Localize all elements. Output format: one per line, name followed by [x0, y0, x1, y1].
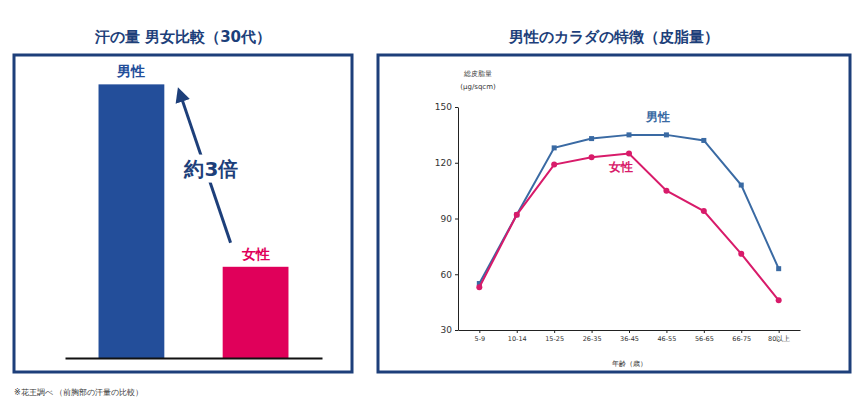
- tick-label: 46-55: [657, 335, 676, 343]
- point-marker: [739, 183, 744, 188]
- tick-label: 30: [441, 325, 453, 335]
- tick-mark: [629, 330, 630, 333]
- panel-frame: [378, 55, 850, 372]
- tick-mark: [455, 163, 458, 164]
- chart-canvas: 汗の量 男女比較（30代） 男性女性 約3倍 ※花王調べ （前胸部の汗量の比較） 男性の…: [0, 0, 863, 410]
- x-tick: 36-45: [620, 330, 639, 343]
- point-marker: [776, 266, 781, 271]
- category-label: 男性: [116, 63, 145, 79]
- y-axis-title-line: (μg/sqcm): [460, 83, 496, 91]
- y-axis-title-line: 総皮脂量: [463, 70, 492, 78]
- point-marker: [664, 132, 669, 137]
- y-tick: 150: [435, 102, 458, 112]
- category-label: 女性: [241, 246, 270, 262]
- tick-label: 56-65: [695, 335, 714, 343]
- chart-title: 男性のカラダの特徴（皮脂量）: [508, 28, 719, 46]
- tick-mark: [554, 330, 555, 333]
- plot-area: [476, 132, 781, 303]
- tick-mark: [704, 330, 705, 333]
- tick-mark: [455, 107, 458, 108]
- bars: [99, 84, 289, 358]
- bar: [223, 267, 289, 358]
- panel-frame: [14, 55, 352, 372]
- x-tick: 10-14: [508, 330, 527, 343]
- x-tick: 56-65: [695, 330, 714, 343]
- point-marker: [552, 145, 557, 150]
- x-tick: 26-35: [583, 330, 602, 343]
- tick-label: 60: [441, 270, 453, 280]
- chart-title: 汗の量 男女比較（30代）: [94, 28, 271, 46]
- tick-mark: [455, 330, 458, 331]
- series-label: 女性: [608, 160, 633, 174]
- tick-label: 36-45: [620, 335, 639, 343]
- x-tick: 5-9: [475, 330, 486, 343]
- tick-mark: [517, 330, 518, 333]
- series-label: 男性: [645, 110, 670, 124]
- footnote: ※花王調べ （前胸部の汗量の比較）: [14, 388, 143, 397]
- point-marker: [738, 251, 744, 257]
- tick-mark: [455, 274, 458, 275]
- x-tick: 80以上: [768, 330, 790, 343]
- y-tick: 60: [441, 270, 458, 280]
- tick-mark: [592, 330, 593, 333]
- axis-line: [66, 358, 323, 360]
- x-axis: [66, 358, 323, 359]
- tick-label: 150: [435, 102, 452, 112]
- tick-mark: [455, 219, 458, 220]
- axis-line: [458, 108, 459, 331]
- tick-label: 26-35: [583, 335, 602, 343]
- point-marker: [627, 132, 632, 137]
- tick-label: 5-9: [475, 335, 486, 343]
- x-tick: 46-55: [657, 330, 676, 343]
- annotation: 約3倍: [183, 157, 238, 181]
- y-axis-title: 総皮脂量 (μg/sqcm): [460, 70, 496, 91]
- point-marker: [514, 212, 519, 217]
- series-line: [479, 153, 778, 300]
- tick-label: 15-25: [545, 335, 564, 343]
- point-marker: [663, 188, 669, 194]
- point-marker: [701, 138, 706, 143]
- point-marker: [589, 136, 594, 141]
- y-tick: 120: [435, 158, 458, 168]
- point-marker: [626, 150, 632, 156]
- tick-mark: [741, 330, 742, 333]
- y-tick: 30: [441, 325, 458, 335]
- bar: [99, 84, 165, 358]
- point-marker: [776, 297, 782, 303]
- tick-mark: [479, 330, 480, 333]
- point-marker: [589, 154, 595, 160]
- tick-mark: [666, 330, 667, 333]
- tick-mark: [779, 330, 780, 333]
- tick-label: 90: [441, 214, 453, 224]
- x-axis-title: 年齢（歳）: [612, 360, 647, 368]
- y-axis: 30 60 90 120 150: [435, 102, 459, 335]
- x-tick: 66-75: [732, 330, 751, 343]
- tick-label: 10-14: [508, 335, 527, 343]
- point-marker: [701, 208, 707, 214]
- tick-label: 120: [435, 158, 452, 168]
- point-marker: [551, 162, 557, 168]
- tick-label: 66-75: [732, 335, 751, 343]
- x-tick: 15-25: [545, 330, 564, 343]
- point-marker: [514, 212, 520, 218]
- series-line: [479, 135, 778, 284]
- x-axis: 5-9 10-14 15-25 26-35 36-45 46-55 56-65 66-75 80…: [459, 330, 801, 343]
- point-marker: [476, 284, 482, 290]
- annotation-background: [180, 155, 241, 183]
- tick-label: 80以上: [768, 335, 790, 343]
- y-tick: 90: [441, 214, 458, 224]
